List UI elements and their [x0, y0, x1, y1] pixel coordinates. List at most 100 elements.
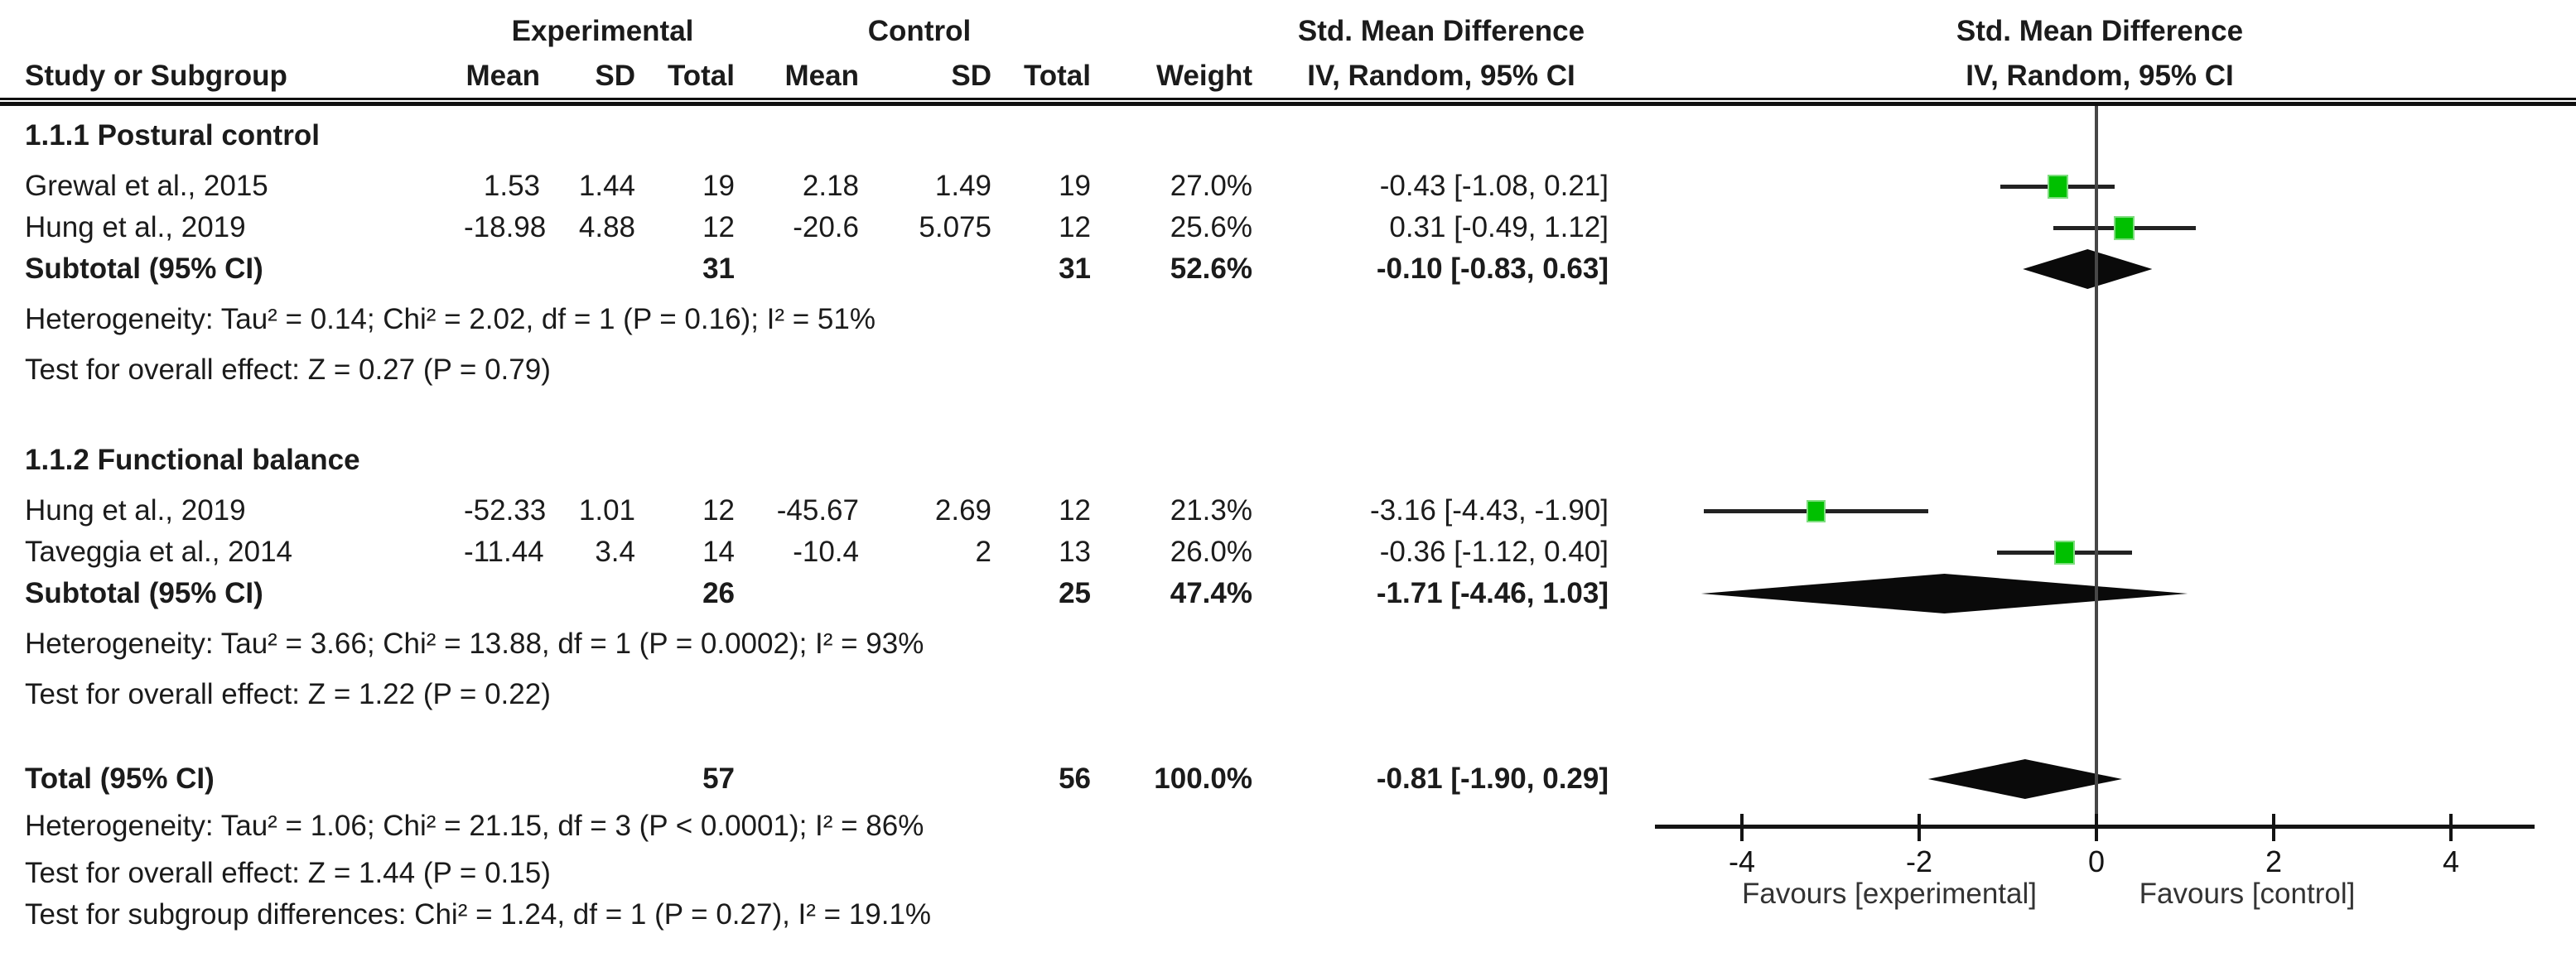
- header-ctrl-sd: SD: [951, 60, 991, 92]
- header-smd-right: Std. Mean Difference: [1956, 15, 2244, 47]
- total-heterogeneity-text: Heterogeneity: Tau² = 1.06; Chi² = 21.15…: [25, 810, 924, 842]
- ctrl-total-sum: 56: [1059, 763, 1091, 795]
- study-label: Hung et al., 2019: [25, 494, 246, 527]
- ctrl-mean-value: -20.6: [793, 211, 859, 243]
- heterogeneity-text: Heterogeneity: Tau² = 3.66; Chi² = 13.88…: [25, 628, 924, 660]
- ctrl-sd-value: 2.69: [934, 494, 991, 527]
- weight-value: 26.0%: [1170, 536, 1252, 568]
- weight-sum: 52.6%: [1170, 253, 1252, 285]
- exp-total-value: 12: [702, 494, 735, 527]
- total-overall-effect-text: Test for overall effect: Z = 1.44 (P = 0…: [25, 857, 551, 889]
- exp-sd-value: 1.44: [578, 170, 635, 202]
- ci-text-value: -0.43 [-1.08, 0.21]: [1379, 170, 1609, 202]
- study-row: Hung et al., 2019 -18.98 4.88 12 -20.6 5.075 1…: [0, 207, 2576, 248]
- header-control: Control: [867, 15, 972, 47]
- subgroup-differences-text-row: Test for subgroup differences: Chi² = 1.…: [0, 894, 2576, 936]
- weight-value: 27.0%: [1170, 170, 1252, 202]
- header-experimental: Experimental: [511, 15, 694, 47]
- subgroup-heading: 1.1.1 Postural control: [25, 119, 320, 152]
- subtotal-row: Subtotal (95% CI) 31 31 52.6% -0.10 [-0.83, …: [0, 248, 2576, 290]
- overall-effect-text-row: Test for overall effect: Z = 0.27 (P = 0…: [0, 349, 2576, 391]
- total-heterogeneity-text-row: Heterogeneity: Tau² = 1.06; Chi² = 21.15…: [0, 800, 2576, 853]
- exp-total-value: 19: [702, 170, 735, 202]
- exp-sd-value: 4.88: [578, 211, 635, 243]
- subgroup-differences-text: Test for subgroup differences: Chi² = 1.…: [25, 898, 932, 931]
- ci-text-value: 0.31 [-0.49, 1.12]: [1389, 211, 1609, 243]
- heterogeneity-text: Heterogeneity: Tau² = 0.14; Chi² = 2.02,…: [25, 303, 876, 335]
- header-smd-left: Std. Mean Difference: [1297, 15, 1585, 47]
- table-header: Experimental Control Std. Mean Differenc…: [0, 0, 2576, 98]
- header-ctrl-mean: Mean: [784, 60, 859, 92]
- subgroup-heading-row: 1.1.1 Postural control: [0, 106, 2576, 166]
- weight-sum: 100.0%: [1154, 763, 1252, 795]
- exp-mean-value: -11.44: [464, 536, 544, 568]
- ctrl-total-value: 12: [1059, 211, 1091, 243]
- overall-effect-text: Test for overall effect: Z = 1.22 (P = 0…: [25, 678, 551, 710]
- header-weight: Weight: [1155, 60, 1252, 92]
- exp-sd-value: 3.4: [595, 536, 635, 568]
- exp-mean-value: -18.98: [464, 211, 547, 243]
- column-header-row: Study or Subgroup Mean SD Total Mean SD …: [0, 55, 2576, 98]
- heterogeneity-text-row: Heterogeneity: Tau² = 3.66; Chi² = 13.88…: [0, 614, 2576, 674]
- plot-cell: [1623, 207, 2576, 248]
- effect-square-marker: [2048, 174, 2069, 199]
- plot-cell: [1623, 573, 2576, 614]
- overall-effect-text: Test for overall effect: Z = 0.27 (P = 0…: [25, 354, 551, 386]
- ctrl-total-sum: 25: [1059, 577, 1091, 609]
- header-model-left: IV, Random, 95% CI: [1307, 60, 1575, 92]
- weight-sum: 47.4%: [1170, 577, 1252, 609]
- pooled-diamond-marker: [1927, 759, 2123, 799]
- weight-value: 21.3%: [1170, 494, 1252, 527]
- subtotal-row: Subtotal (95% CI) 26 25 47.4% -1.71 [-4.46, …: [0, 573, 2576, 614]
- plot-cell: [1623, 758, 2576, 800]
- ctrl-sd-value: 1.49: [934, 170, 991, 202]
- study-label: Hung et al., 2019: [25, 211, 246, 243]
- effect-square-marker: [2053, 540, 2075, 565]
- exp-mean-value: 1.53: [483, 170, 540, 202]
- heterogeneity-text-row: Heterogeneity: Tau² = 0.14; Chi² = 2.02,…: [0, 290, 2576, 349]
- weight-value: 25.6%: [1170, 211, 1252, 243]
- ci-text-value: -3.16 [-4.43, -1.90]: [1370, 494, 1609, 527]
- pooled-label: Subtotal (95% CI): [25, 577, 263, 609]
- ctrl-total-value: 12: [1059, 494, 1091, 527]
- pooled-ci-text: -0.10 [-0.83, 0.63]: [1376, 253, 1609, 285]
- plot-cell: [1623, 166, 2576, 207]
- subgroup-heading-row: 1.1.2 Functional balance: [0, 431, 2576, 490]
- pooled-ci-text: -1.71 [-4.46, 1.03]: [1376, 577, 1609, 609]
- ctrl-total-value: 13: [1059, 536, 1091, 568]
- header-exp-sd: SD: [595, 60, 635, 92]
- header-ctrl-total: Total: [1023, 60, 1091, 92]
- header-exp-mean: Mean: [466, 60, 540, 92]
- overall-effect-text-row: Test for overall effect: Z = 1.22 (P = 0…: [0, 674, 2576, 715]
- effect-square-marker: [2113, 215, 2135, 240]
- study-label: Grewal et al., 2015: [25, 170, 268, 202]
- total-row: Total (95% CI) 57 56 100.0% -0.81 [-1.90, 0.…: [0, 758, 2576, 800]
- table-body: 1.1.1 Postural control Grewal et al., 201…: [0, 106, 2576, 936]
- ci-text-value: -0.36 [-1.12, 0.40]: [1379, 536, 1609, 568]
- pooled-ci-text: -0.81 [-1.90, 0.29]: [1376, 763, 1609, 795]
- ctrl-mean-value: 2.18: [802, 170, 859, 202]
- subgroup-heading: 1.1.2 Functional balance: [25, 444, 360, 476]
- pooled-label: Subtotal (95% CI): [25, 253, 263, 285]
- exp-total-value: 12: [702, 211, 735, 243]
- ctrl-mean-value: -10.4: [793, 536, 859, 568]
- header-exp-total: Total: [667, 60, 735, 92]
- plot-cell: [1623, 532, 2576, 573]
- ctrl-sd-value: 2: [975, 536, 991, 568]
- effect-square-marker: [1807, 499, 1826, 522]
- header-model-right: IV, Random, 95% CI: [1966, 60, 2234, 92]
- header-divider: [0, 98, 2576, 106]
- ctrl-total-value: 19: [1059, 170, 1091, 202]
- exp-total-sum: 31: [702, 253, 735, 285]
- study-row: Taveggia et al., 2014 -11.44 3.4 14 -10.4 2 13…: [0, 532, 2576, 573]
- ctrl-sd-value: 5.075: [919, 211, 991, 243]
- total-overall-effect-text-row: Test for overall effect: Z = 1.44 (P = 0…: [0, 853, 2576, 894]
- plot-cell: [1623, 248, 2576, 290]
- ctrl-mean-value: -45.67: [776, 494, 859, 527]
- study-row: Hung et al., 2019 -52.33 1.01 12 -45.67 2.69 1…: [0, 490, 2576, 532]
- group-header-row: Experimental Control Std. Mean Differenc…: [0, 8, 2576, 55]
- pooled-diamond-marker: [2023, 249, 2153, 289]
- exp-mean-value: -52.33: [464, 494, 547, 527]
- exp-total-sum: 57: [702, 763, 735, 795]
